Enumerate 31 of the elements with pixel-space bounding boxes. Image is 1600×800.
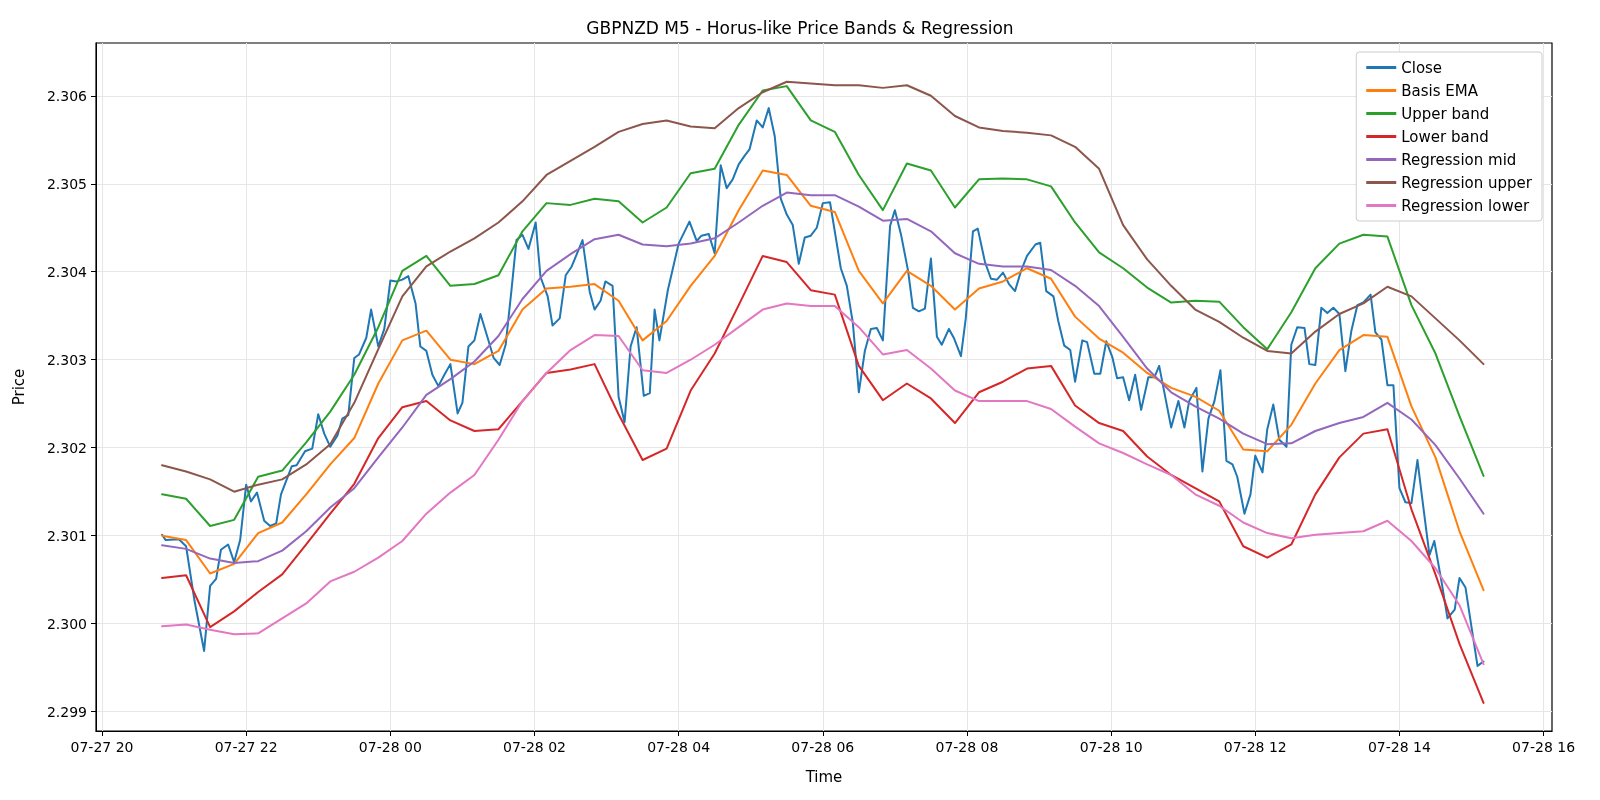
line-series xyxy=(161,254,1485,704)
x-tick-label: 07-28 02 xyxy=(503,739,566,755)
legend-label: Lower band xyxy=(1401,127,1489,146)
y-tick-label: 2.301 xyxy=(46,527,87,544)
x-tick-label: 07-28 08 xyxy=(935,739,999,755)
legend-label: Regression mid xyxy=(1401,150,1517,169)
legend-label: Close xyxy=(1401,58,1443,77)
x-tick-label: 07-28 16 xyxy=(1512,739,1576,755)
x-axis-title: Time xyxy=(804,767,843,786)
x-tick-label: 07-27 22 xyxy=(214,739,278,755)
y-tick-label: 2.306 xyxy=(46,87,88,104)
legend-label: Basis EMA xyxy=(1401,81,1479,100)
y-tick-label: 2.304 xyxy=(46,263,88,280)
x-tick-label: 07-28 12 xyxy=(1223,739,1287,755)
legend-label: Upper band xyxy=(1401,104,1490,123)
line-series xyxy=(161,302,1485,666)
x-tick-label: 07-28 14 xyxy=(1367,739,1431,755)
x-tick-label: 07-28 00 xyxy=(358,739,422,755)
y-tick-label: 2.302 xyxy=(46,439,87,456)
x-tick-label: 07-28 04 xyxy=(647,739,711,755)
y-tick-label: 2.303 xyxy=(46,351,87,368)
y-tick-label: 2.299 xyxy=(46,703,87,720)
chart-title: GBPNZD M5 - Horus-like Price Bands & Regression xyxy=(586,17,1014,38)
y-tick-label: 2.305 xyxy=(46,175,87,192)
legend-label: Regression lower xyxy=(1401,196,1530,215)
y-axis-title: Price xyxy=(9,368,28,406)
x-tick-label: 07-28 06 xyxy=(791,739,855,755)
x-tick-label: 07-28 10 xyxy=(1079,739,1143,755)
legend-label: Regression upper xyxy=(1401,173,1533,192)
y-tick-label: 2.300 xyxy=(46,615,87,632)
x-tick-label: 07-27 20 xyxy=(70,739,134,755)
